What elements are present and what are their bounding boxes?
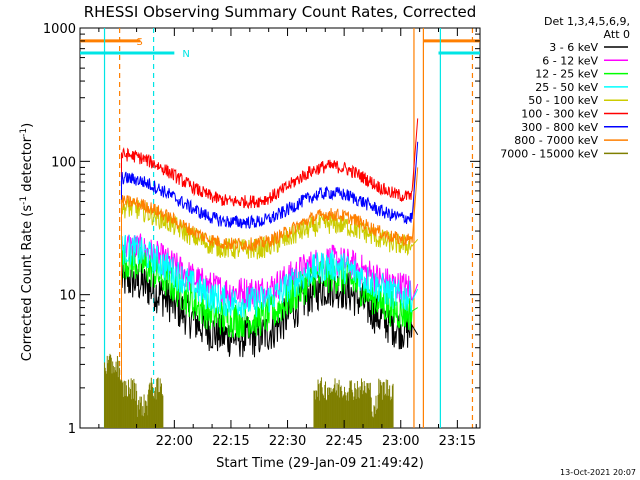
series-line xyxy=(121,244,418,426)
legend-label: 300 - 800 keV xyxy=(521,121,598,134)
y-axis-label-main: Corrected Count Rate (s xyxy=(20,205,35,362)
observing-flags: SN xyxy=(80,37,480,60)
series-7000-15000-kev xyxy=(104,353,394,428)
y-axis-label-mid: detector xyxy=(20,136,35,196)
series-line xyxy=(121,141,419,426)
flag-label-S: S xyxy=(136,37,142,48)
x-axis-label: Start Time (29-Jan-09 21:49:42) xyxy=(216,456,424,471)
y-tick-label: 1 xyxy=(68,422,76,437)
series-line xyxy=(121,233,419,426)
plot-frame xyxy=(79,27,481,429)
legend-label: 800 - 7000 keV xyxy=(514,134,598,147)
y-axis-label-sup1: -1 xyxy=(19,196,29,205)
plot-border xyxy=(79,27,481,429)
y-tick-label: 1000 xyxy=(43,22,76,37)
legend-header-2: Att 0 xyxy=(604,28,630,41)
legend-label: 3 - 6 keV xyxy=(549,41,598,54)
x-tick-label: 22:30 xyxy=(269,434,306,449)
legend-label: 50 - 100 keV xyxy=(528,94,598,107)
x-tick-label: 22:00 xyxy=(156,434,193,449)
x-tick-label: 22:15 xyxy=(212,434,249,449)
legend-header-1: Det 1,3,4,5,6,9, xyxy=(544,15,630,28)
axes: 22:00 22:15 22:30 22:45 23:00 23:15 1 10 100 1000 xyxy=(43,22,480,449)
legend-label: 6 - 12 keV xyxy=(542,54,598,67)
x-tick-label: 22:45 xyxy=(325,434,362,449)
x-tick-label: 23:15 xyxy=(439,434,476,449)
flag-label-N: N xyxy=(182,49,189,60)
series-layer xyxy=(104,118,419,428)
footer-date: 13-Oct-2021 20:07 xyxy=(560,468,636,477)
y-tick-label: 10 xyxy=(59,289,76,304)
legend-label: 25 - 50 keV xyxy=(535,81,598,94)
vertical-markers xyxy=(103,28,474,428)
legend-label: 12 - 25 keV xyxy=(535,68,598,81)
y-axis-label-sup2: -1 xyxy=(19,128,29,137)
x-tick-label: 23:00 xyxy=(382,434,419,449)
chart-title: RHESSI Observing Summary Count Rates, Co… xyxy=(84,3,477,21)
series-line xyxy=(121,118,419,426)
y-axis-label-end: ) xyxy=(20,123,35,128)
series-line xyxy=(121,198,419,426)
series-line xyxy=(121,234,419,426)
series-line xyxy=(121,167,419,426)
legend-label: 100 - 300 keV xyxy=(521,108,598,121)
legend-label: 7000 - 15000 keV xyxy=(500,147,598,160)
y-axis-label: Corrected Count Rate (s-1 detector-1) xyxy=(19,123,35,361)
y-tick-label: 100 xyxy=(51,155,76,170)
